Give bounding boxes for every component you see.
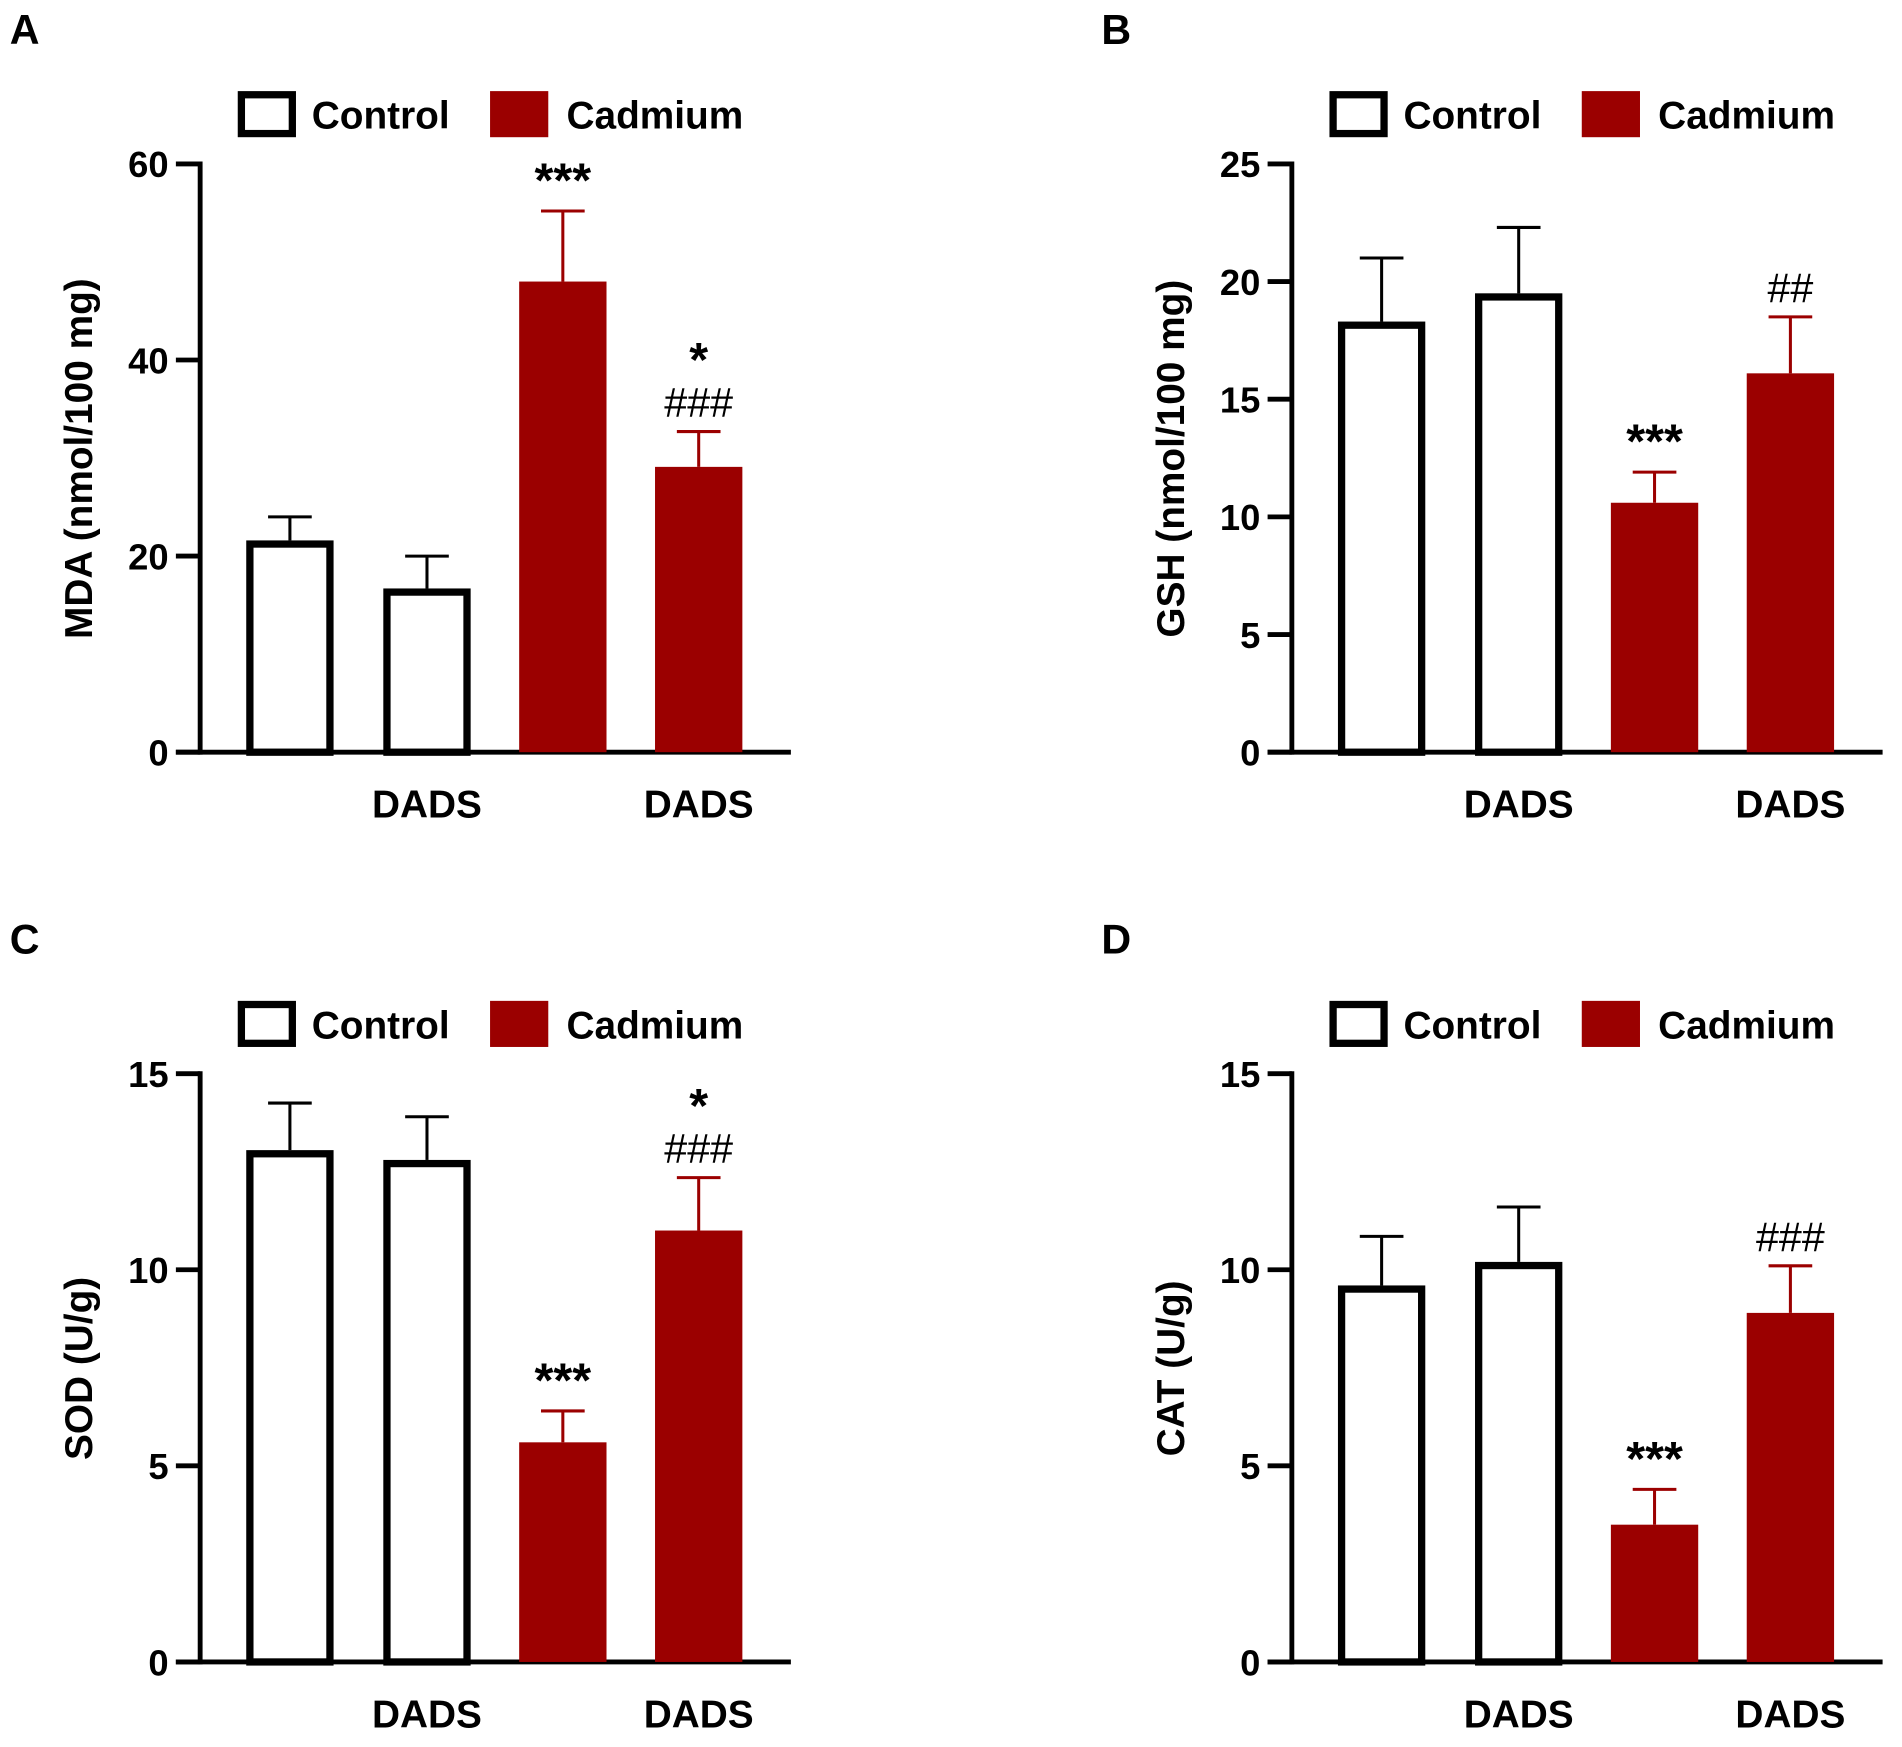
y-tick-label: 15 [1220,1054,1260,1095]
significance-label: * [689,333,708,387]
legend-swatch-cadmium [1581,91,1640,138]
bar-cadmium [1610,502,1699,753]
x-category-label: DADS [372,784,482,827]
significance-label: ## [1767,265,1813,311]
x-category-label: DADS [1735,1693,1845,1736]
significance-label: ### [1756,1214,1825,1260]
x-category-label: DADS [1464,1693,1574,1736]
bar-control [1475,293,1563,756]
bar-control [383,1159,471,1666]
y-tick-label: 15 [128,1054,168,1095]
legend-label-cadmium: Cadmium [1658,1004,1835,1047]
legend-label-control: Control [312,1004,450,1047]
panel-A: A Control Cadmium MDA (nmol/100 mg) 0 20 40 60 D… [10,7,791,827]
bar-cadmium [519,281,607,753]
panel-letter: C [10,917,40,963]
y-axis-label: MDA (nmol/100 mg) [58,278,101,639]
bar-cadmium [1746,1312,1835,1662]
y-tick-label: 25 [1220,144,1260,185]
y-axis-label: CAT (U/g) [1150,1280,1193,1456]
y-tick-label: 20 [1220,262,1260,303]
y-tick-label: 10 [128,1250,168,1291]
y-tick-label: 20 [128,536,168,577]
x-category-label: DADS [644,784,754,827]
significance-label: *** [535,1353,592,1407]
legend-swatch-cadmium [490,91,549,138]
significance-label: ### [664,1126,733,1172]
y-tick-label: 10 [1220,1250,1260,1291]
legend-swatch-cadmium [490,1000,549,1047]
bar-cadmium [655,1230,743,1662]
legend-swatch-control [237,1000,296,1047]
x-category-label: DADS [372,1693,482,1736]
legend-label-control: Control [1403,95,1541,138]
significance-label: ### [664,380,733,426]
legend-swatch-control [237,91,296,138]
y-tick-label: 0 [148,1642,168,1683]
panel-letter: D [1101,917,1131,963]
legend-label-control: Control [1403,1004,1541,1047]
bar-control [246,1150,334,1666]
bar-cadmium [1610,1524,1699,1662]
panel-letter: A [10,7,40,53]
y-tick-label: 0 [1240,1642,1260,1683]
y-tick-label: 5 [1240,615,1260,656]
x-category-label: DADS [1464,784,1574,827]
y-tick-label: 0 [1240,733,1260,774]
x-category-label: DADS [644,1693,754,1736]
bar-cadmium [519,1442,607,1662]
bar-control [383,588,471,756]
y-tick-label: 60 [128,144,168,185]
bar-control [1475,1261,1563,1666]
legend-label-cadmium: Cadmium [1658,95,1835,138]
legend-swatch-cadmium [1581,1000,1640,1047]
legend-label-control: Control [312,95,450,138]
significance-label: *** [1626,1432,1683,1486]
panel-letter: B [1101,7,1131,53]
panel-B: B Control Cadmium GSH (nmol/100 mg) 0 5 10 15 20… [1101,7,1883,827]
y-tick-label: 15 [1220,380,1260,421]
legend-label-cadmium: Cadmium [566,95,743,138]
y-tick-label: 5 [148,1446,168,1487]
panel-D: D Control Cadmium CAT (U/g) 0 5 10 15 DADS *** ###… [1101,917,1883,1736]
bar-cadmium [1746,373,1835,753]
y-tick-label: 5 [1240,1446,1260,1487]
bar-control [1337,321,1426,756]
bar-control [1337,1285,1426,1666]
bar-cadmium [655,466,743,753]
legend-label-cadmium: Cadmium [566,1004,743,1047]
significance-label: *** [1626,415,1683,469]
y-axis-label: SOD (U/g) [58,1277,101,1460]
bar-control [246,540,334,756]
y-axis-label: GSH (nmol/100 mg) [1150,280,1193,638]
y-tick-label: 40 [128,340,168,381]
y-tick-label: 0 [148,733,168,774]
legend-swatch-control [1329,91,1388,138]
x-category-label: DADS [1735,784,1845,827]
legend-swatch-control [1329,1000,1388,1047]
significance-label: *** [535,153,592,207]
significance-label: * [689,1079,708,1133]
y-tick-label: 10 [1220,497,1260,538]
